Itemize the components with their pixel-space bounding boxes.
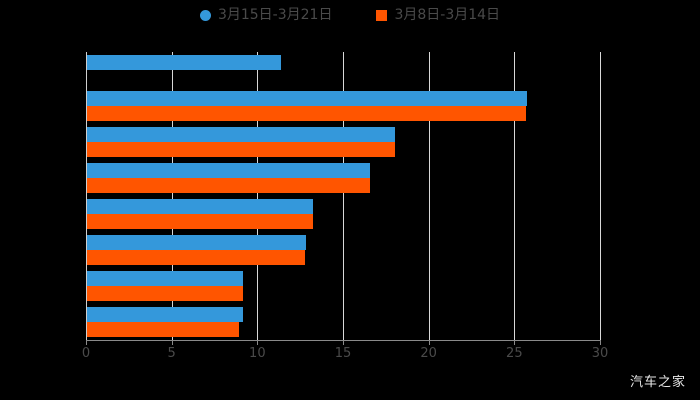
bar-0-0[interactable] [87, 55, 281, 70]
gridline [343, 52, 344, 340]
x-tick-label: 30 [591, 346, 609, 361]
gridline [171, 52, 173, 340]
bar-0-5[interactable] [87, 235, 307, 250]
gridline [257, 52, 259, 340]
x-tick-label: 25 [506, 346, 523, 361]
x-tick-mark [600, 340, 601, 345]
bar-1-3[interactable] [87, 178, 370, 193]
legend-label-series-0: 3月15日-3月21日 [217, 7, 333, 23]
bar-1-6[interactable] [87, 286, 243, 301]
bar-0-1[interactable] [87, 91, 528, 106]
x-tick-label: 5 [167, 346, 176, 361]
x-tick-mark [257, 340, 259, 345]
bar-1-7[interactable] [87, 322, 240, 337]
bar-1-5[interactable] [87, 250, 305, 265]
legend-label-series-1: 3月8日-3月14日 [394, 7, 501, 23]
x-tick-mark [86, 340, 87, 345]
bar-1-2[interactable] [87, 142, 396, 157]
bar-0-6[interactable] [87, 271, 243, 286]
gridline [600, 52, 601, 340]
bar-1-1[interactable] [87, 106, 526, 121]
bar-0-3[interactable] [87, 163, 370, 178]
x-tick-label: 10 [249, 346, 266, 361]
x-tick-mark [343, 340, 344, 345]
chart-legend: 3月15日-3月21日 3月8日-3月14日 [0, 8, 700, 22]
bar-0-4[interactable] [87, 199, 314, 214]
x-tick-label: 20 [420, 346, 437, 361]
bar-0-7[interactable] [87, 307, 243, 322]
circle-marker-icon [199, 9, 211, 21]
x-tick-mark [514, 340, 516, 345]
square-marker-icon [376, 9, 388, 21]
gridline [428, 52, 430, 340]
legend-entry-series-1[interactable]: 3月8日-3月14日 [376, 8, 500, 22]
bar-1-4[interactable] [87, 214, 314, 229]
y-axis-line [86, 52, 87, 340]
legend-entry-series-0[interactable]: 3月15日-3月21日 [199, 7, 333, 23]
x-tick-label: 0 [81, 346, 91, 361]
x-tick-mark [428, 340, 430, 345]
gridline [514, 52, 516, 340]
watermark: 汽车之家 [629, 375, 686, 390]
x-tick-mark [171, 340, 173, 345]
bar-0-2[interactable] [87, 127, 396, 142]
x-tick-label: 15 [334, 346, 352, 361]
